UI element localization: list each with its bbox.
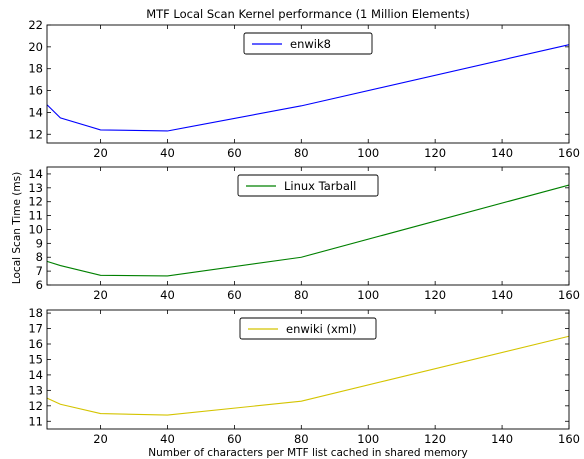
x-tick-label: 160 (558, 432, 580, 446)
x-tick-label: 20 (93, 288, 108, 302)
x-tick-label: 140 (491, 146, 513, 160)
x-tick-label: 120 (424, 146, 446, 160)
x-tick-label: 100 (357, 432, 379, 446)
subplot-1: 20 40 60 80 100 120 140 160 12 14 16 18 20 22 enwik8 (28, 18, 580, 160)
y-tick-label: 16 (28, 337, 43, 351)
legend-label: Linux Tarball (284, 179, 356, 193)
legend-label: enwiki (xml) (286, 322, 357, 336)
y-tick-label: 18 (28, 306, 43, 320)
y-tick-label: 22 (28, 18, 43, 32)
y-tick-label: 7 (36, 264, 43, 278)
y-tick-label: 8 (36, 250, 43, 264)
legend-box (239, 317, 377, 340)
x-tick-label: 100 (357, 146, 379, 160)
y-tick-label: 15 (28, 352, 43, 366)
x-tick-label: 60 (227, 146, 242, 160)
chart-title: MTF Local Scan Kernel performance (1 Mil… (146, 7, 470, 21)
x-axis-label: Number of characters per MTF list cached… (148, 447, 467, 459)
y-tick-label: 10 (28, 222, 43, 236)
x-tick-label: 140 (491, 288, 513, 302)
legend: Linux Tarball (237, 174, 379, 197)
y-tick-label: 12 (28, 399, 43, 413)
y-tick-label: 12 (28, 195, 43, 209)
y-tick-label: 12 (28, 127, 43, 141)
plot-frame (46, 24, 570, 144)
legend-box (243, 32, 373, 55)
x-tick-label: 80 (294, 432, 309, 446)
y-tick-label: 16 (28, 84, 43, 98)
legend-box (237, 174, 379, 197)
x-tick-label: 40 (160, 288, 175, 302)
subplots: 20 40 60 80 100 120 140 160121416182022enwik820… (28, 18, 580, 446)
x-tick-label: 60 (227, 432, 242, 446)
legend: enwiki (xml) (239, 317, 377, 340)
x-tick-label: 20 (93, 146, 108, 160)
y-tick-label: 14 (28, 167, 43, 181)
x-tick-label: 100 (357, 288, 379, 302)
x-tick-label: 160 (558, 288, 580, 302)
y-tick-label: 17 (28, 322, 43, 336)
y-tick-label: 11 (28, 414, 43, 428)
x-tick-label: 120 (424, 288, 446, 302)
x-tick-label: 80 (294, 288, 309, 302)
y-tick-label: 13 (28, 181, 43, 195)
plot-frame (46, 166, 570, 286)
y-axis-label: Local Scan Time (ms) (11, 172, 23, 284)
y-tick-label: 11 (28, 209, 43, 223)
y-tick-label: 14 (28, 105, 43, 119)
y-tick-label: 20 (28, 40, 43, 54)
x-tick-label: 80 (294, 146, 309, 160)
series-line (46, 335, 570, 416)
x-tick-label: 160 (558, 146, 580, 160)
x-tick-label: 40 (160, 146, 175, 160)
x-tick-label: 120 (424, 432, 446, 446)
x-tick-label: 40 (160, 432, 175, 446)
y-tick-label: 14 (28, 368, 43, 382)
x-tick-label: 140 (491, 432, 513, 446)
y-tick-label: 13 (28, 383, 43, 397)
legend: enwik8 (243, 32, 373, 55)
x-tick-label: 60 (227, 288, 242, 302)
y-tick-label: 6 (36, 278, 43, 292)
series-line (46, 44, 570, 132)
x-tick-label: 20 (93, 432, 108, 446)
y-tick-label: 9 (36, 236, 43, 250)
legend-label: enwik8 (290, 37, 331, 51)
plot-frame (46, 309, 570, 430)
y-tick-label: 18 (28, 62, 43, 76)
series-line (46, 184, 570, 277)
